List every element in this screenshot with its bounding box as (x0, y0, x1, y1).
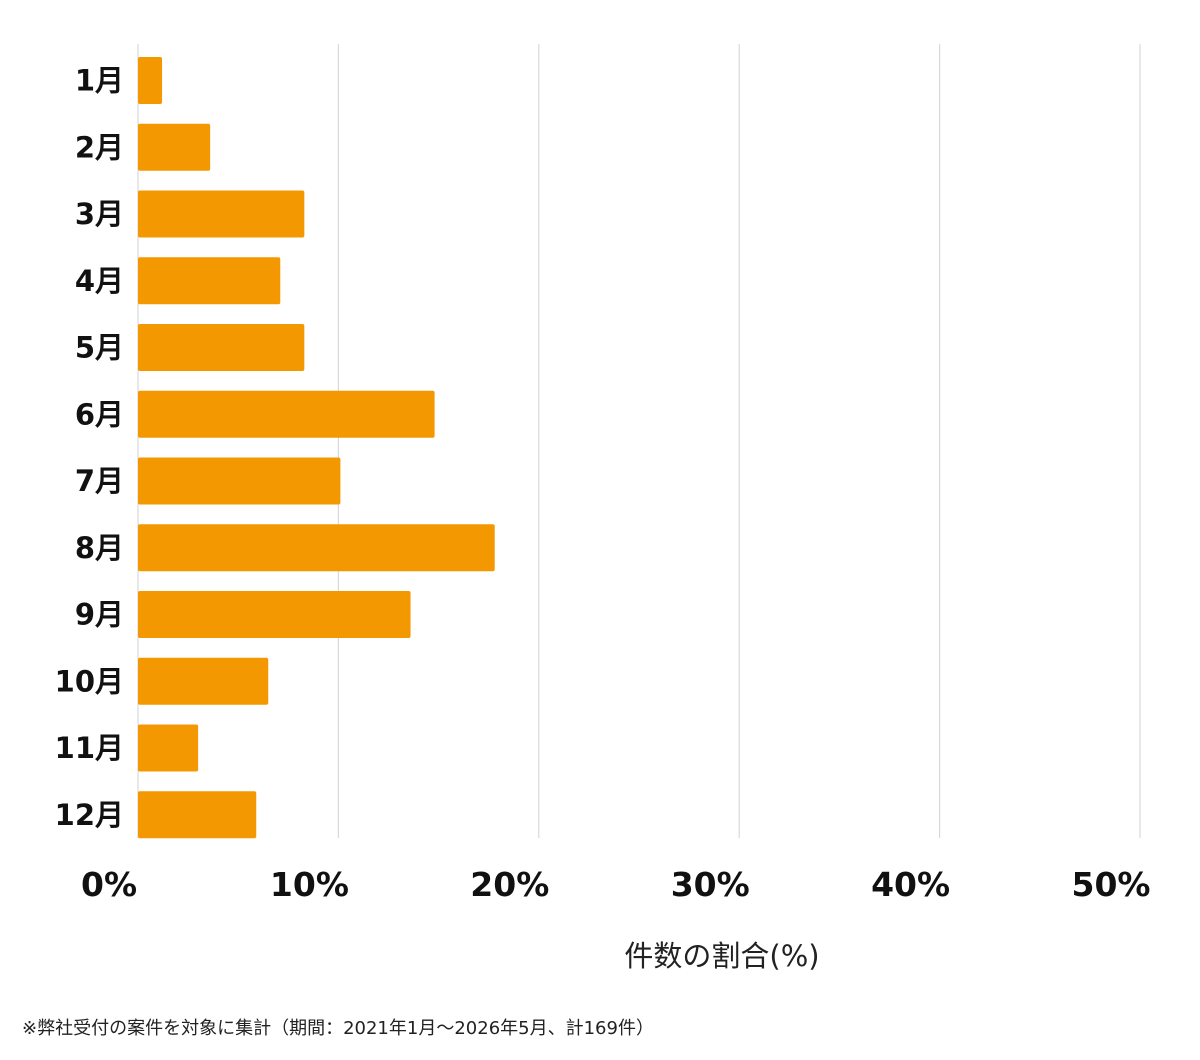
category-label: 10月 (55, 664, 124, 698)
category-label: 5月 (75, 331, 124, 365)
bar (138, 190, 305, 238)
bar (138, 257, 281, 305)
category-label: 1月 (75, 64, 124, 98)
x-tick-label: 40% (871, 865, 950, 904)
bar (138, 123, 211, 171)
x-tick-label: 10% (270, 865, 349, 904)
category-label: 2月 (75, 130, 124, 164)
bars (138, 57, 495, 839)
category-label: 3月 (75, 197, 124, 231)
bar (138, 57, 163, 104)
x-tick-label: 50% (1072, 865, 1151, 904)
category-label: 6月 (75, 397, 124, 431)
category-label: 12月 (55, 798, 124, 832)
bar (138, 591, 411, 638)
bar (138, 791, 257, 839)
bar (138, 457, 341, 505)
bar (138, 724, 199, 772)
bar (138, 390, 435, 438)
gridlines (137, 44, 1141, 838)
bar (138, 524, 495, 572)
bar-chart: 1月 2月 3月 4月 5月 6月 7月 8月 9月 10月 11月 12月 0% 10% 20% 30% 4… (55, 44, 1151, 973)
category-labels: 1月 2月 3月 4月 5月 6月 7月 8月 9月 10月 11月 12月 (55, 64, 124, 832)
bar (138, 324, 305, 371)
x-tick-labels: 0% 10% 20% 30% 40% 50% (81, 865, 1151, 904)
footnote: ※弊社受付の案件を対象に集計（期間：2021年1月～2026年5月、計169件） (22, 1018, 654, 1039)
x-tick-label: 0% (81, 865, 137, 904)
category-label: 4月 (75, 264, 124, 298)
category-label: 11月 (55, 731, 124, 765)
x-tick-label: 20% (470, 865, 549, 904)
category-label: 9月 (75, 598, 124, 632)
category-label: 8月 (75, 531, 124, 565)
bar (138, 657, 269, 705)
x-axis-title: 件数の割合(%) (624, 939, 819, 973)
x-tick-label: 30% (671, 865, 750, 904)
category-label: 7月 (75, 464, 124, 498)
